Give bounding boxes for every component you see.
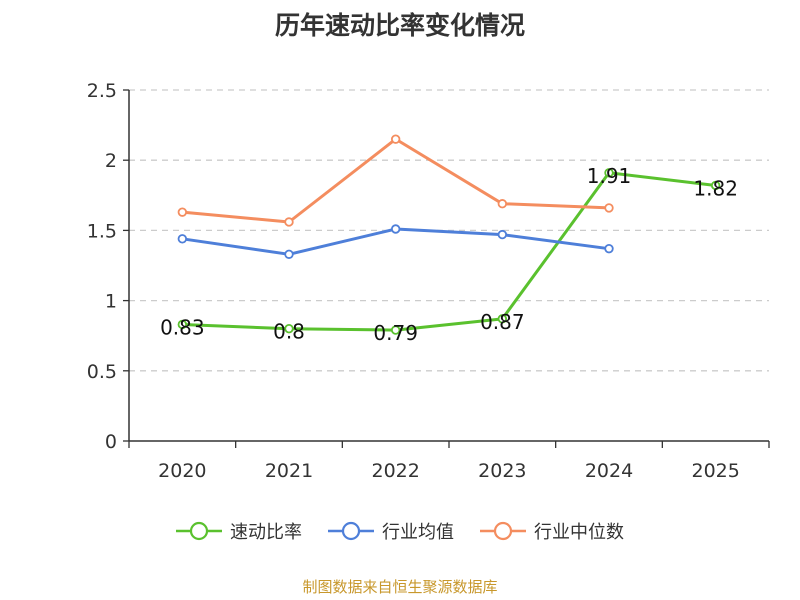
data-label: 1.91 (587, 164, 632, 188)
legend-line-marker-icon (328, 521, 374, 541)
data-point (284, 217, 294, 227)
y-tick-label: 2 (105, 150, 117, 172)
data-label: 1.82 (693, 176, 738, 200)
data-point (177, 234, 188, 244)
data-point (284, 323, 294, 334)
data-point (604, 243, 614, 254)
legend-item[interactable]: 速动比率 (176, 518, 302, 544)
data-label: 0.79 (373, 321, 418, 345)
x-tick-label: 2020 (158, 460, 206, 482)
data-point (390, 224, 401, 234)
data-point (497, 199, 508, 209)
data-point (497, 314, 508, 324)
y-tick-label: 0 (105, 431, 117, 453)
data-point (604, 203, 614, 213)
data-point (177, 207, 188, 217)
legend: 速动比率 行业均值 行业中位数 (0, 518, 800, 544)
legend-label: 速动比率 (230, 522, 302, 543)
legend-label: 行业中位数 (534, 522, 624, 543)
x-tick-label: 2025 (691, 460, 739, 482)
legend-line-marker-icon (480, 521, 526, 541)
chart-title: 历年速动比率变化情况 (274, 11, 525, 40)
data-point (710, 180, 721, 191)
y-tick-label: 1.5 (87, 220, 117, 242)
data-label: 0.83 (160, 315, 205, 339)
data-labels: 0.83 0.8 0.79 0.87 1.91 1.82 (160, 164, 738, 345)
x-tick-label: 2024 (585, 460, 633, 482)
data-point (604, 168, 614, 178)
data-point (390, 325, 401, 335)
legend-item[interactable]: 行业中位数 (480, 518, 624, 544)
data-label: 0.8 (273, 320, 305, 344)
axes (123, 89, 770, 448)
x-tick-label: 2023 (478, 460, 526, 482)
x-tick-label: 2021 (265, 460, 313, 482)
legend-circle (341, 521, 361, 541)
data-label: 0.87 (480, 310, 525, 334)
y-tick-label: 2.5 (87, 80, 117, 102)
data-point (177, 319, 188, 330)
tick-labels: 0 0.5 1 1.5 2 2.5 2020 2021 2022 2023 2024 2025 (87, 80, 740, 482)
y-tick-label: 0.5 (87, 361, 117, 383)
legend-circle (189, 521, 209, 541)
source-note: 制图数据来自恒生聚源数据库 (302, 578, 498, 596)
legend-line-marker-icon (176, 521, 222, 541)
series-group (177, 134, 721, 335)
legend-circle (493, 521, 513, 541)
data-point (284, 249, 294, 259)
data-point (497, 229, 508, 240)
legend-label: 行业均值 (382, 522, 454, 543)
y-tick-label: 1 (105, 291, 117, 313)
data-point (390, 134, 401, 144)
x-tick-label: 2022 (371, 460, 419, 482)
series-line-1 (182, 171, 716, 332)
series-line-3 (182, 137, 610, 224)
legend-item[interactable]: 行业均值 (328, 518, 454, 544)
